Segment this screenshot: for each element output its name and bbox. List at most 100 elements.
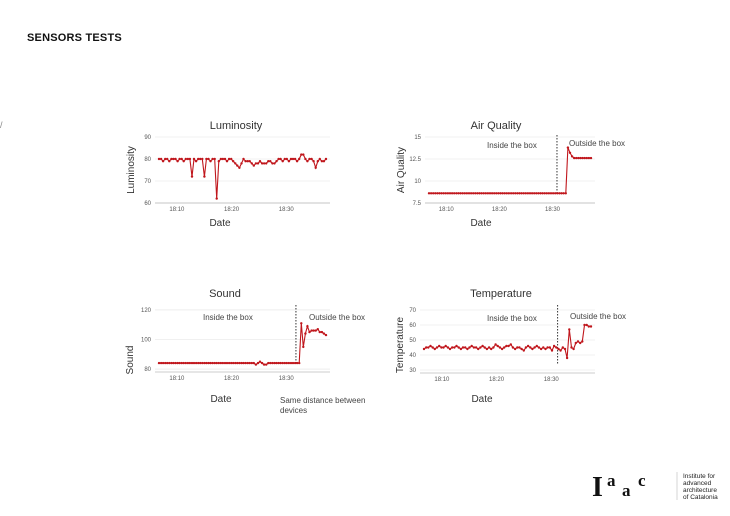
- luminosity-y-tick-label: 60: [144, 201, 151, 207]
- luminosity-data-point: [227, 157, 231, 161]
- sound-data-point: [285, 361, 288, 365]
- air-quality-x-axis-label: Date: [470, 218, 492, 229]
- luminosity-data-point: [192, 157, 196, 161]
- luminosity-data-point: [254, 162, 258, 165]
- sound-data-point: [322, 332, 326, 335]
- air-quality-y-ticks: 7.5 10 12.5 15: [409, 135, 421, 207]
- temperature-series-line: [423, 324, 591, 359]
- sound-data-point: [192, 361, 196, 365]
- sound-data-point: [211, 361, 214, 365]
- sound-data-point: [176, 361, 179, 365]
- luminosity-y-ticks: 60 70 80 90: [144, 135, 151, 207]
- sound-data-point: [230, 361, 233, 365]
- sound-data-point: [234, 361, 237, 365]
- air-quality-data-point: [480, 192, 483, 195]
- sound-data-point: [182, 361, 185, 365]
- luminosity-data-point: [324, 157, 328, 161]
- luminosity-data-point: [221, 157, 225, 161]
- logo-letter-a1: a: [607, 471, 616, 490]
- luminosity-data-point: [271, 162, 274, 165]
- sound-data-point: [279, 361, 282, 365]
- sound-data-point: [194, 361, 198, 365]
- logo-letter-c: c: [638, 471, 646, 490]
- air-quality-y-tick-label: 7.5: [413, 201, 422, 207]
- luminosity-data-point: [190, 175, 194, 178]
- sound-data-point: [238, 361, 241, 365]
- luminosity-data-point: [293, 157, 297, 161]
- temperature-data-point: [576, 340, 580, 343]
- air-quality-data-point: [554, 192, 557, 195]
- temperature-data-point: [483, 346, 486, 349]
- temperature-data-point: [572, 347, 575, 351]
- air-quality-data-point: [585, 156, 588, 160]
- air-quality-data-point: [512, 192, 515, 195]
- air-quality-data-point: [535, 192, 538, 195]
- temperature-inside-annotation: Inside the box: [487, 314, 537, 323]
- luminosity-data-point: [304, 157, 307, 161]
- luminosity-data-point: [265, 162, 268, 165]
- temperature-series: [422, 323, 593, 360]
- air-quality-data-point: [522, 192, 525, 195]
- air-quality-data-point: [533, 192, 536, 195]
- luminosity-data-point: [291, 157, 295, 161]
- luminosity-data-point: [302, 153, 305, 156]
- temperature-data-point: [555, 346, 558, 349]
- luminosity-data-point: [164, 157, 167, 161]
- sound-data-point: [293, 361, 297, 365]
- logo-line-1: Institute for: [683, 473, 716, 480]
- luminosity-data-point: [168, 160, 171, 163]
- temperature-data-point: [459, 347, 463, 351]
- temperature-data-point: [470, 344, 473, 348]
- luminosity-data-point: [285, 157, 288, 161]
- luminosity-data-point: [298, 157, 301, 161]
- temperature-data-point: [522, 349, 525, 352]
- luminosity-data-point: [157, 157, 161, 161]
- luminosity-data-point: [211, 157, 214, 161]
- air-quality-data-point: [545, 192, 548, 195]
- sound-data-point: [269, 361, 272, 365]
- luminosity-data-point: [166, 157, 169, 161]
- air-quality-data-point: [455, 192, 458, 195]
- sound-data-point: [262, 363, 266, 366]
- luminosity-data-point: [295, 160, 299, 163]
- air-quality-data-point: [501, 192, 504, 195]
- sound-data-point: [300, 322, 303, 325]
- sound-data-point: [287, 361, 291, 365]
- temperature-data-point: [552, 344, 556, 348]
- air-quality-data-point: [514, 192, 517, 195]
- temperature-data-point: [574, 341, 577, 345]
- air-quality-data-point: [482, 192, 485, 195]
- air-quality-data-point: [484, 192, 487, 195]
- luminosity-data-point: [188, 157, 192, 161]
- luminosity-data-point: [178, 157, 181, 161]
- luminosity-data-point: [308, 157, 311, 161]
- air-quality-data-point: [516, 192, 519, 195]
- luminosity-data-point: [207, 157, 210, 161]
- temperature-data-point: [561, 346, 564, 349]
- luminosity-data-point: [279, 157, 282, 161]
- air-quality-data-point: [438, 192, 441, 195]
- air-quality-data-point: [587, 156, 591, 160]
- luminosity-data-point: [242, 157, 245, 161]
- temperature-x-axis-label: Date: [471, 394, 493, 405]
- sound-data-point: [316, 328, 319, 331]
- air-quality-data-point: [490, 192, 494, 195]
- luminosity-data-point: [244, 160, 247, 163]
- luminosity-data-point: [205, 157, 208, 161]
- luminosity-data-point: [248, 160, 251, 163]
- temperature-data-point: [520, 347, 523, 351]
- sound-data-point: [190, 361, 194, 365]
- air-quality-y-tick-label: 15: [414, 135, 421, 141]
- page-edge-mark: /: [0, 120, 3, 130]
- luminosity-series: [157, 153, 328, 200]
- sound-data-point: [291, 361, 295, 365]
- temperature-data-point: [537, 346, 541, 349]
- sound-data-point: [298, 361, 301, 365]
- air-quality-data-point: [566, 146, 570, 149]
- sound-x-tick-label: 18:10: [169, 376, 185, 382]
- sound-data-point: [219, 361, 223, 365]
- sound-data-point: [304, 332, 307, 335]
- sound-note-annotation: Same distance between devices: [280, 396, 365, 415]
- luminosity-data-point: [310, 157, 313, 161]
- sound-data-point: [221, 361, 225, 365]
